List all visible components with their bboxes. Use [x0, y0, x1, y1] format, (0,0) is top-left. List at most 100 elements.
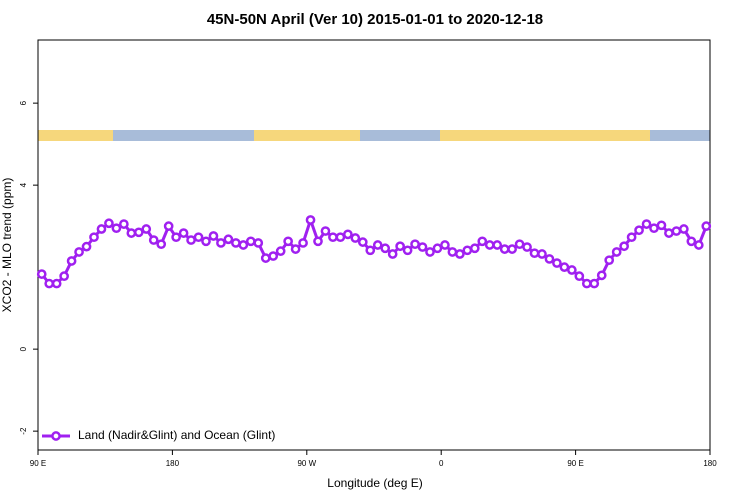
data-point: [664, 228, 674, 238]
data-point: [410, 239, 420, 250]
data-point: [36, 269, 47, 279]
data-point: [111, 223, 122, 234]
data-point: [671, 226, 682, 236]
data-point: [686, 236, 697, 247]
ocean: [113, 130, 254, 141]
data-point: [611, 247, 622, 257]
plot-frame: [37, 39, 711, 451]
data-point: [156, 239, 167, 250]
data-point: [208, 231, 219, 241]
data-point: [425, 247, 435, 257]
data-point: [126, 228, 137, 238]
data-point: [693, 240, 704, 250]
data-point: [275, 246, 286, 256]
data-point: [350, 233, 361, 243]
data-point: [567, 265, 577, 275]
data-point: [268, 251, 279, 261]
map-strip: [38, 130, 710, 141]
data-point: [59, 271, 69, 282]
data-point: [89, 232, 99, 243]
data-point: [529, 248, 540, 259]
data-point: [417, 242, 428, 252]
data-point: [402, 245, 413, 256]
data-point: [440, 240, 450, 250]
data-point: [372, 240, 383, 250]
data-point: [649, 223, 659, 234]
data-point: [313, 236, 323, 247]
x-tick-label: 90 W: [297, 459, 316, 468]
data-point: [455, 249, 465, 259]
data-point: [216, 238, 226, 248]
data-point: [305, 215, 316, 225]
data-point: [469, 243, 480, 254]
data-point: [74, 247, 84, 257]
data-point: [522, 242, 532, 252]
y-tick-label: -2: [19, 427, 28, 435]
data-point: [238, 240, 249, 250]
land: [38, 130, 113, 141]
data-point: [104, 218, 114, 229]
data-point: [514, 239, 525, 250]
data-point: [260, 253, 271, 263]
data-point: [492, 240, 503, 250]
ocean: [360, 130, 440, 141]
land: [440, 130, 650, 141]
data-point: [619, 241, 629, 252]
x-tick-label: 90 E: [30, 459, 46, 468]
y-tick-label: 0: [19, 346, 28, 351]
y-tick-label: 4: [19, 182, 28, 187]
chart-title: 45N-50N April (Ver 10) 2015-01-01 to 202…: [207, 11, 543, 28]
x-tick-label: 90 E: [567, 459, 583, 468]
data-point: [634, 225, 644, 236]
data-point: [552, 258, 562, 268]
x-tick-label: 0: [439, 459, 444, 468]
y-axis-label: XCO2 - MLO trend (ppm): [0, 178, 14, 313]
data-point: [574, 271, 585, 282]
data-point: [537, 249, 547, 259]
data-point: [343, 229, 353, 240]
data-point: [290, 244, 301, 254]
data-point: [387, 249, 398, 259]
data-point: [133, 227, 144, 238]
x-axis-label: Longitude (deg E): [327, 476, 422, 490]
data-point: [604, 255, 615, 266]
data-point: [679, 224, 689, 234]
data-point: [245, 236, 256, 247]
data-point: [231, 238, 241, 248]
data-point: [447, 247, 458, 257]
data-point: [589, 278, 600, 289]
data-point: [253, 238, 264, 248]
x-tick-label: 180: [703, 459, 717, 468]
data-point: [559, 262, 570, 272]
land: [254, 130, 360, 141]
data-point: [223, 234, 234, 245]
data-point: [432, 243, 443, 254]
data-point: [44, 278, 55, 289]
data-point: [365, 245, 376, 256]
x-tick-label: 180: [166, 459, 180, 468]
data-point: [148, 235, 159, 245]
y-tick-label: 6: [19, 100, 28, 105]
legend-marker: [51, 431, 61, 441]
data-point: [186, 235, 196, 245]
data-point: [51, 278, 62, 289]
data-point: [581, 278, 592, 289]
legend-label: Land (Nadir&Glint) and Ocean (Glint): [78, 428, 275, 442]
data-point: [484, 240, 495, 250]
data-point: [141, 224, 152, 234]
data-point: [193, 232, 204, 243]
data-point: [507, 244, 517, 254]
data-point: [81, 241, 92, 252]
data-point: [395, 241, 405, 252]
data-point: [641, 219, 652, 229]
ocean: [650, 130, 710, 141]
data-point: [283, 236, 293, 247]
data-point: [544, 254, 555, 264]
data-point: [701, 221, 712, 231]
data-point: [477, 236, 488, 247]
data-point: [626, 232, 637, 243]
data-point: [171, 232, 181, 243]
data-point: [320, 226, 331, 236]
data-point: [163, 221, 174, 231]
